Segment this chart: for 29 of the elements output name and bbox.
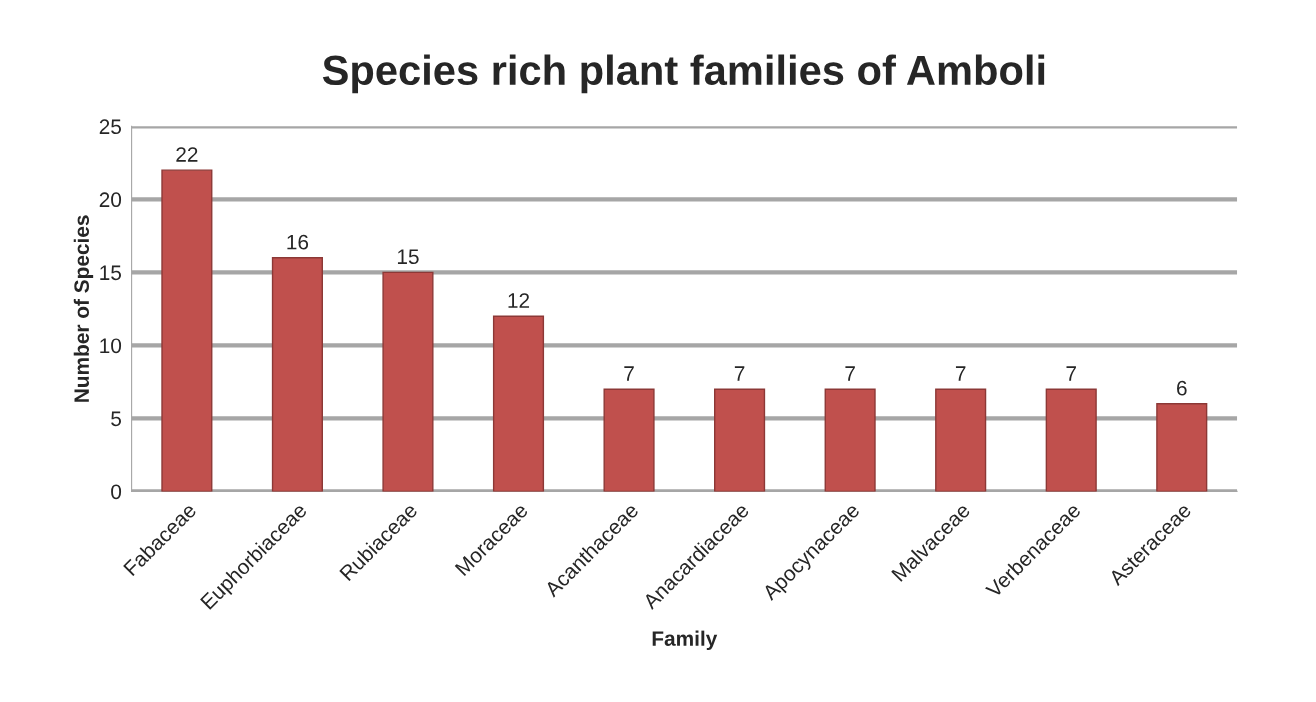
bar <box>714 388 766 492</box>
bar <box>382 271 434 492</box>
bar <box>271 257 323 492</box>
y-tick-label: 20 <box>99 192 122 208</box>
data-label: 15 <box>397 249 419 265</box>
y-tick-label: 5 <box>111 411 122 427</box>
data-label: 7 <box>845 366 855 381</box>
bar <box>1045 388 1097 492</box>
data-label: 22 <box>176 147 198 162</box>
bar <box>161 169 213 492</box>
data-label: 12 <box>508 293 530 308</box>
y-tick-label: 10 <box>100 338 122 354</box>
bar <box>603 388 655 492</box>
bar <box>492 315 545 492</box>
data-label: 7 <box>624 366 634 381</box>
y-axis-title: Number of Species <box>73 215 94 402</box>
y-tick-label: 0 <box>111 484 122 500</box>
bar <box>935 388 987 492</box>
x-axis-title: Family <box>652 630 718 651</box>
data-label: 7 <box>1066 366 1076 381</box>
data-label: 7 <box>955 366 966 381</box>
y-tick-label: 15 <box>100 265 122 281</box>
y-tick-label: 25 <box>99 119 122 135</box>
chart-title: Species rich plant families of Amboli <box>322 54 1045 94</box>
data-label: 16 <box>287 234 309 250</box>
bar <box>824 388 876 492</box>
bar <box>1156 403 1208 492</box>
data-label: 6 <box>1177 380 1187 396</box>
data-label: 7 <box>734 366 745 381</box>
